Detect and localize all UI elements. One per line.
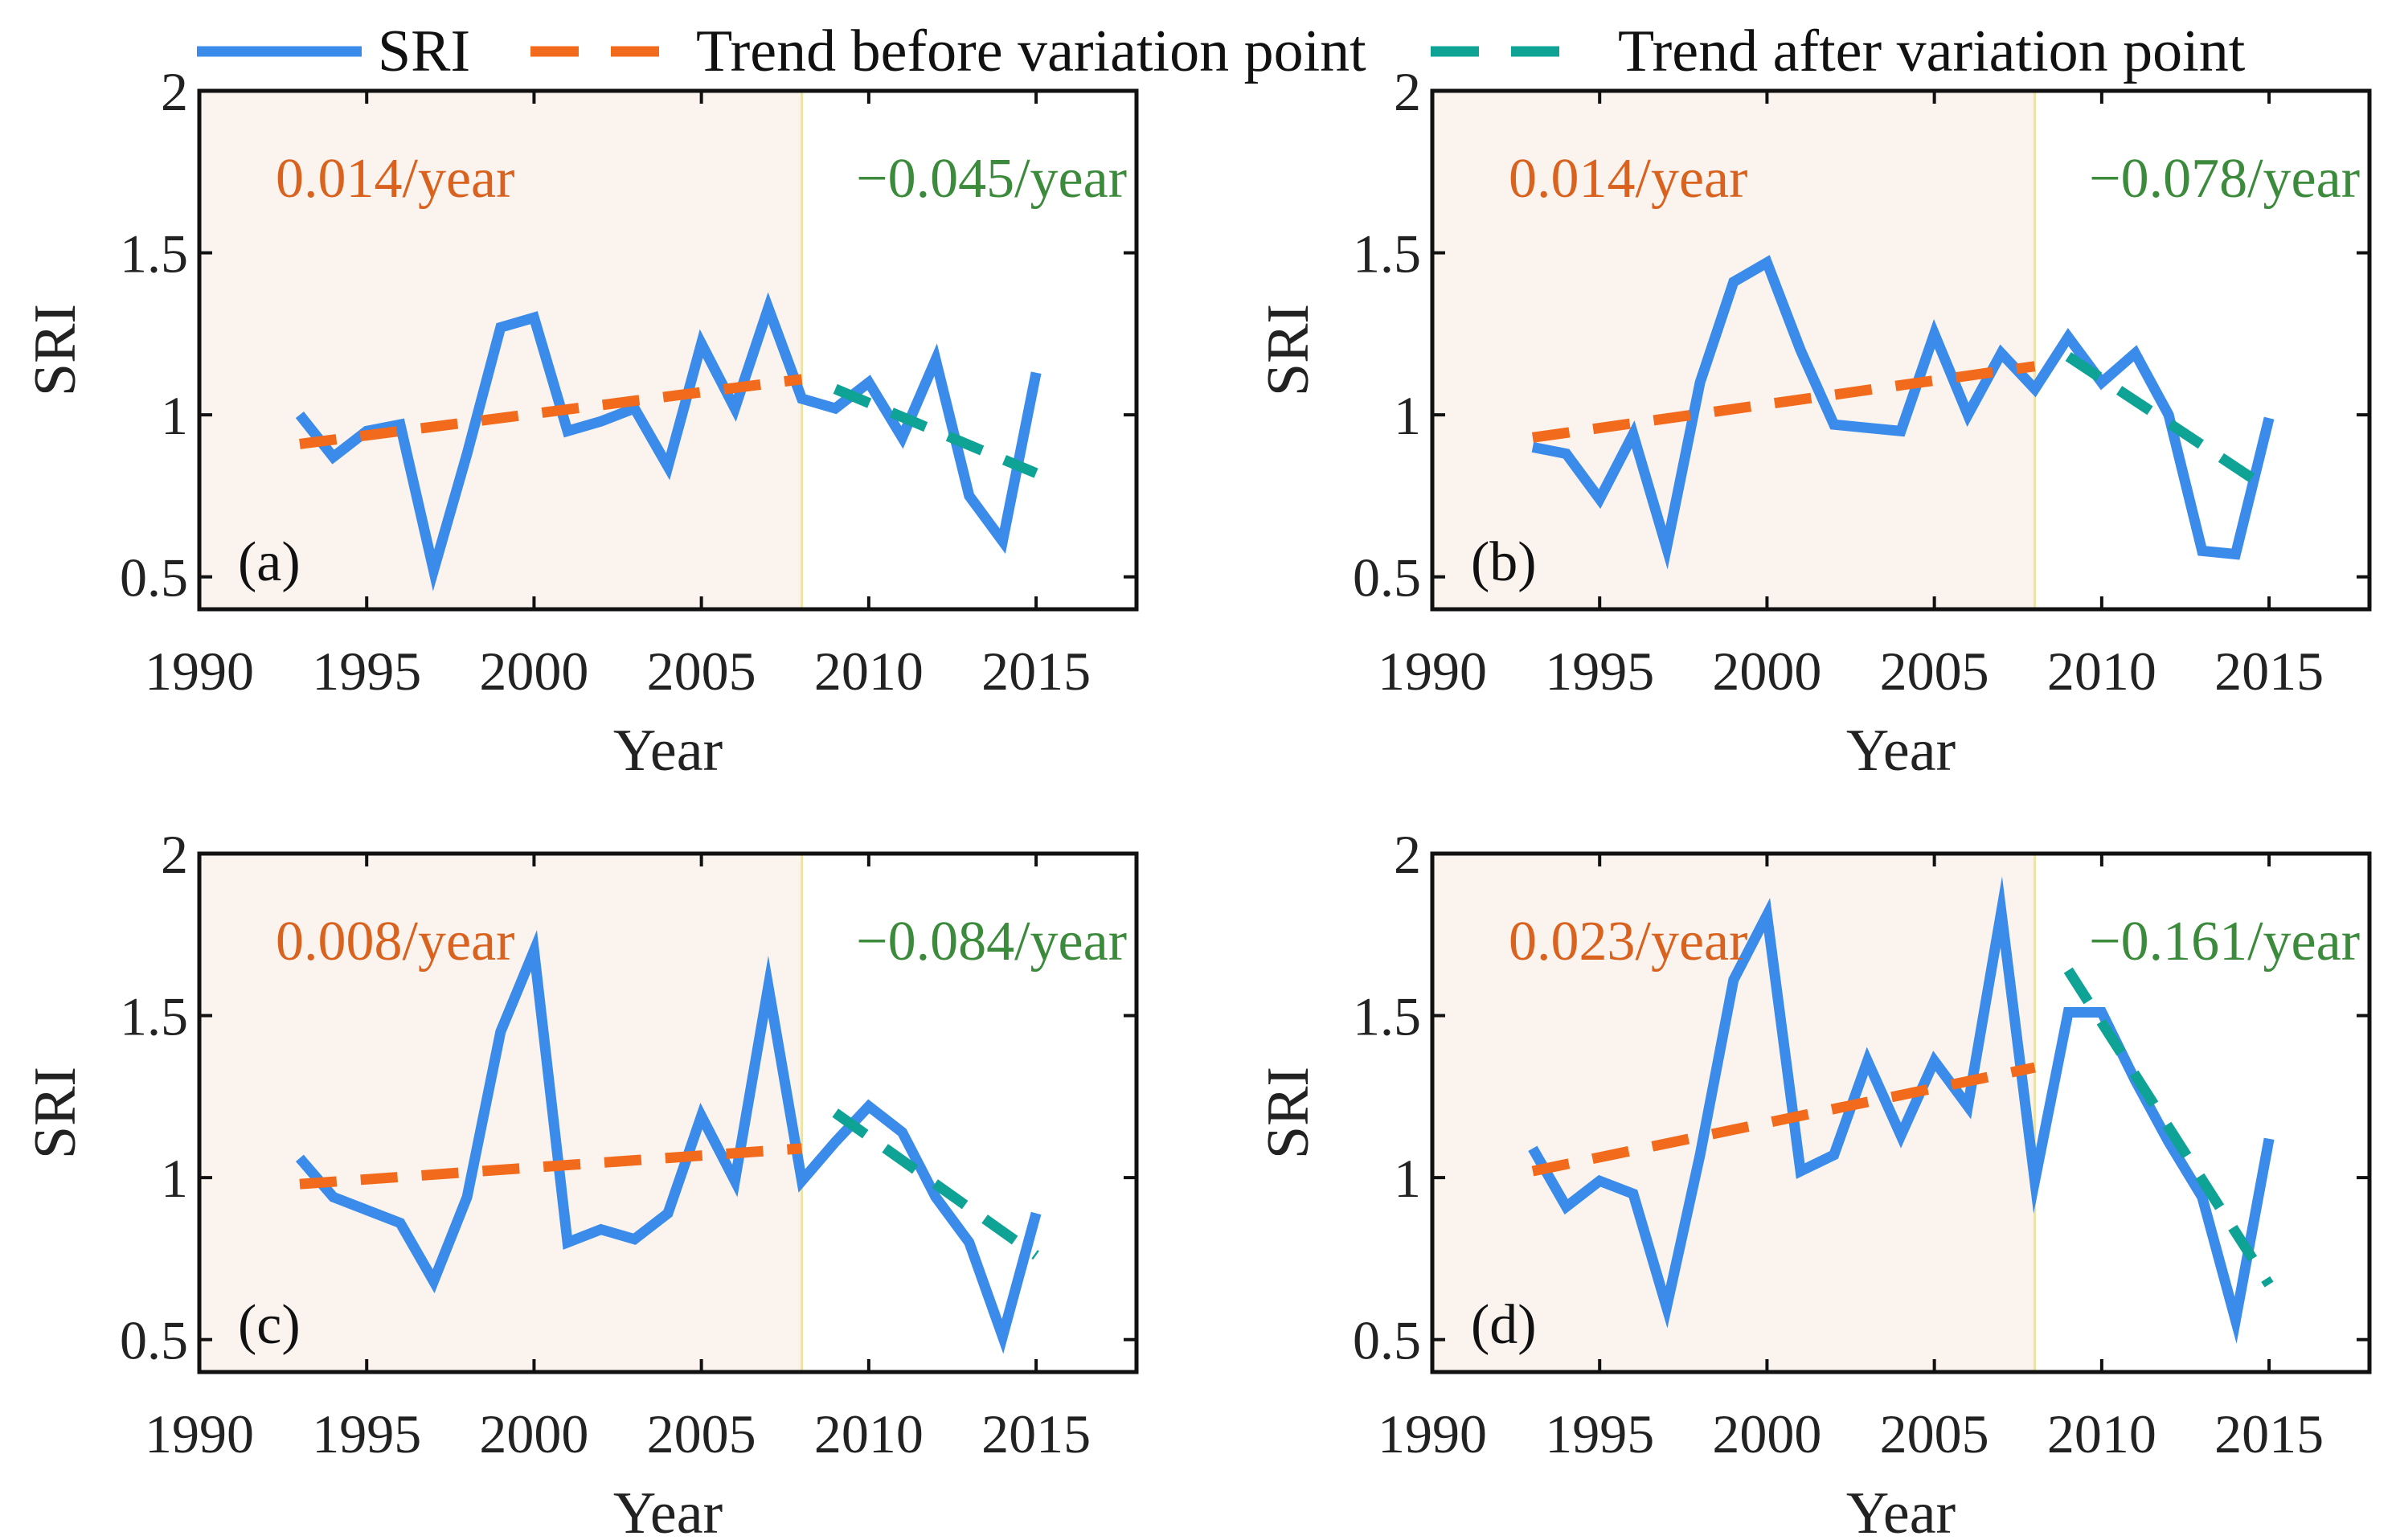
y-tick-label-b-1: 1 bbox=[1394, 385, 1421, 446]
trend-before-line-c bbox=[299, 1143, 803, 1190]
panel-label-d: (d) bbox=[1471, 1294, 1537, 1356]
x-tick-label-b-0: 1990 bbox=[1378, 641, 1487, 702]
trend-after-line-b bbox=[2065, 352, 2272, 494]
panel-c: 0.5 1 1.5 2 1990 1995 2000 2005 2010 2015 Year SRI 0… bbox=[23, 824, 1139, 1540]
panel-d: 0.5 1 1.5 2 1990 1995 2000 2005 2010 2015 Year SRI 0… bbox=[1255, 824, 2372, 1540]
trend-after-rate-c: −0.084/year bbox=[856, 911, 1127, 973]
axes-frame-b bbox=[1430, 88, 2372, 612]
x-axis-title-d: Year bbox=[1846, 1481, 1956, 1540]
y-tick-label-a-0: 0.5 bbox=[120, 547, 188, 608]
y-tick-label-c-3: 2 bbox=[161, 824, 188, 885]
legend-before-label: Trend before variation point bbox=[696, 18, 1366, 84]
y-axis-title-d: SRI bbox=[1255, 1067, 1321, 1159]
axes-frame-a bbox=[197, 88, 1139, 612]
x-tick-label-b-1: 1995 bbox=[1545, 641, 1654, 702]
trend-before-line-b bbox=[1532, 361, 2036, 443]
y-tick-label-b-2: 1.5 bbox=[1353, 223, 1421, 285]
trend-before-line-a bbox=[299, 374, 803, 449]
y-axis-title-a: SRI bbox=[23, 304, 88, 396]
x-axis-title-b: Year bbox=[1846, 718, 1956, 784]
legend-after-label: Trend after variation point bbox=[1618, 18, 2246, 84]
trend-before-rate-a: 0.014/year bbox=[276, 148, 514, 210]
x-tick-label-a-2: 2000 bbox=[479, 641, 588, 702]
x-tick-label-a-1: 1995 bbox=[312, 641, 421, 702]
x-tick-label-b-3: 2005 bbox=[1880, 641, 1989, 702]
x-axis-title-c: Year bbox=[613, 1481, 723, 1540]
y-tick-label-d-1: 1 bbox=[1394, 1148, 1421, 1209]
x-tick-label-c-2: 2000 bbox=[479, 1403, 588, 1464]
trend-before-rate-b: 0.014/year bbox=[1509, 148, 1747, 210]
y-tick-label-c-0: 0.5 bbox=[120, 1310, 188, 1371]
x-tick-label-a-5: 2015 bbox=[981, 641, 1091, 702]
x-tick-label-b-4: 2010 bbox=[2047, 641, 2156, 702]
sri-line-b bbox=[1531, 255, 2275, 570]
panel-a: 0.5 1 1.5 2 1990 1995 2000 2005 2010 2015 Year SRI 0… bbox=[23, 61, 1139, 784]
x-tick-label-c-0: 1990 bbox=[145, 1403, 254, 1464]
sri-line-c bbox=[295, 930, 1042, 1354]
y-tick-label-d-2: 1.5 bbox=[1353, 986, 1421, 1047]
y-tick-label-b-0: 0.5 bbox=[1353, 547, 1421, 608]
shaded-region-b bbox=[1431, 89, 2037, 611]
trend-after-rate-b: −0.078/year bbox=[2089, 148, 2360, 210]
panel-b: 0.5 1 1.5 2 1990 1995 2000 2005 2010 2015 Year SRI 0… bbox=[1255, 61, 2372, 784]
x-tick-label-b-5: 2015 bbox=[2214, 641, 2324, 702]
x-tick-label-a-3: 2005 bbox=[647, 641, 756, 702]
y-tick-label-d-3: 2 bbox=[1394, 824, 1421, 885]
x-axis-title-a: Year bbox=[613, 718, 723, 784]
y-axis-title-c: SRI bbox=[23, 1067, 88, 1159]
trend-after-line-a bbox=[833, 383, 1038, 478]
y-tick-label-a-2: 1.5 bbox=[120, 223, 188, 285]
shaded-region-d bbox=[1431, 852, 2037, 1374]
trend-after-rate-d: −0.161/year bbox=[2089, 911, 2360, 973]
x-tick-label-c-5: 2015 bbox=[981, 1403, 1091, 1464]
y-tick-label-c-1: 1 bbox=[161, 1148, 188, 1209]
legend: SRI Trend before variation point Trend a… bbox=[197, 18, 2246, 84]
trend-after-line-d bbox=[2063, 967, 2274, 1288]
x-tick-label-d-1: 1995 bbox=[1545, 1403, 1654, 1464]
panel-label-a: (a) bbox=[238, 531, 301, 593]
x-tick-label-d-2: 2000 bbox=[1712, 1403, 1821, 1464]
trend-before-line-d bbox=[1531, 1062, 2036, 1177]
panel-label-c: (c) bbox=[238, 1294, 301, 1356]
x-tick-label-c-4: 2010 bbox=[814, 1403, 924, 1464]
axes-frame-c bbox=[197, 851, 1139, 1374]
y-tick-label-a-1: 1 bbox=[161, 385, 188, 446]
trend-before-rate-c: 0.008/year bbox=[276, 911, 514, 973]
x-tick-label-d-0: 1990 bbox=[1378, 1403, 1487, 1464]
x-tick-label-a-0: 1990 bbox=[145, 641, 254, 702]
x-tick-label-a-4: 2010 bbox=[814, 641, 924, 702]
legend-sri-label: SRI bbox=[378, 18, 470, 84]
x-tick-label-c-3: 2005 bbox=[647, 1403, 756, 1464]
y-tick-label-a-3: 2 bbox=[161, 61, 188, 122]
trend-after-rate-a: −0.045/year bbox=[856, 148, 1127, 210]
x-tick-label-d-5: 2015 bbox=[2214, 1403, 2324, 1464]
x-tick-label-d-3: 2005 bbox=[1880, 1403, 1989, 1464]
y-tick-label-b-3: 2 bbox=[1394, 61, 1421, 122]
x-tick-label-d-4: 2010 bbox=[2047, 1403, 2156, 1464]
y-tick-label-d-0: 0.5 bbox=[1353, 1310, 1421, 1371]
x-tick-label-b-2: 2000 bbox=[1712, 641, 1821, 702]
y-axis-title-b: SRI bbox=[1255, 304, 1321, 396]
y-tick-label-c-2: 1.5 bbox=[120, 986, 188, 1047]
x-tick-label-c-1: 1995 bbox=[312, 1403, 421, 1464]
sri-line-a bbox=[295, 292, 1042, 592]
panels: 0.5 1 1.5 2 1990 1995 2000 2005 2010 2015 Year SRI 0… bbox=[23, 61, 2372, 1540]
trend-before-rate-d: 0.023/year bbox=[1509, 911, 1747, 973]
panel-label-b: (b) bbox=[1471, 531, 1537, 593]
trend-after-line-c bbox=[832, 1108, 1039, 1260]
axes-frame-d bbox=[1430, 851, 2372, 1374]
